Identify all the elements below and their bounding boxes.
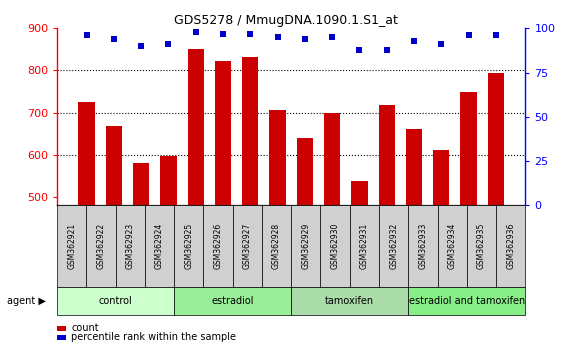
- Text: GSM362923: GSM362923: [126, 223, 135, 269]
- Text: GSM362931: GSM362931: [360, 223, 369, 269]
- Point: [191, 29, 200, 35]
- Bar: [215, 61, 231, 205]
- Bar: [406, 130, 422, 205]
- Text: GSM362932: GSM362932: [389, 223, 398, 269]
- Text: percentile rank within the sample: percentile rank within the sample: [71, 332, 236, 342]
- Text: GSM362928: GSM362928: [272, 223, 281, 269]
- Point: [82, 33, 91, 38]
- Point: [382, 47, 391, 52]
- Text: GSM362927: GSM362927: [243, 223, 252, 269]
- Point: [464, 33, 473, 38]
- Bar: [270, 110, 286, 205]
- Bar: [187, 48, 204, 205]
- Bar: [106, 126, 122, 205]
- Text: GSM362924: GSM362924: [155, 223, 164, 269]
- Bar: [297, 138, 313, 205]
- Bar: [379, 105, 395, 205]
- Point: [328, 34, 337, 40]
- Bar: [160, 156, 176, 205]
- Bar: [433, 150, 449, 205]
- Text: GSM362922: GSM362922: [96, 223, 106, 269]
- Text: GDS5278 / MmugDNA.1090.1.S1_at: GDS5278 / MmugDNA.1090.1.S1_at: [174, 14, 397, 27]
- Text: agent ▶: agent ▶: [7, 296, 46, 306]
- Text: estradiol and tamoxifen: estradiol and tamoxifen: [409, 296, 525, 306]
- Text: tamoxifen: tamoxifen: [325, 296, 375, 306]
- Text: GSM362926: GSM362926: [214, 223, 223, 269]
- Bar: [460, 92, 477, 205]
- Point: [273, 34, 282, 40]
- Point: [136, 43, 146, 49]
- Bar: [324, 113, 340, 205]
- Bar: [78, 102, 95, 205]
- Text: GSM362936: GSM362936: [506, 223, 515, 269]
- Point: [246, 31, 255, 36]
- Point: [109, 36, 118, 42]
- Text: GSM362930: GSM362930: [331, 223, 340, 269]
- Point: [355, 47, 364, 52]
- Text: control: control: [99, 296, 132, 306]
- Text: estradiol: estradiol: [211, 296, 254, 306]
- Point: [409, 38, 419, 44]
- Text: GSM362921: GSM362921: [67, 223, 77, 269]
- Text: GSM362935: GSM362935: [477, 223, 486, 269]
- Text: GSM362933: GSM362933: [419, 223, 428, 269]
- Point: [300, 36, 309, 42]
- Point: [437, 41, 446, 47]
- Bar: [488, 73, 504, 205]
- Bar: [133, 163, 150, 205]
- Point: [219, 31, 228, 36]
- Point: [491, 33, 500, 38]
- Bar: [351, 181, 368, 205]
- Text: GSM362934: GSM362934: [448, 223, 457, 269]
- Text: GSM362925: GSM362925: [184, 223, 194, 269]
- Text: count: count: [71, 324, 99, 333]
- Text: GSM362929: GSM362929: [301, 223, 311, 269]
- Bar: [242, 57, 259, 205]
- Point: [164, 41, 173, 47]
